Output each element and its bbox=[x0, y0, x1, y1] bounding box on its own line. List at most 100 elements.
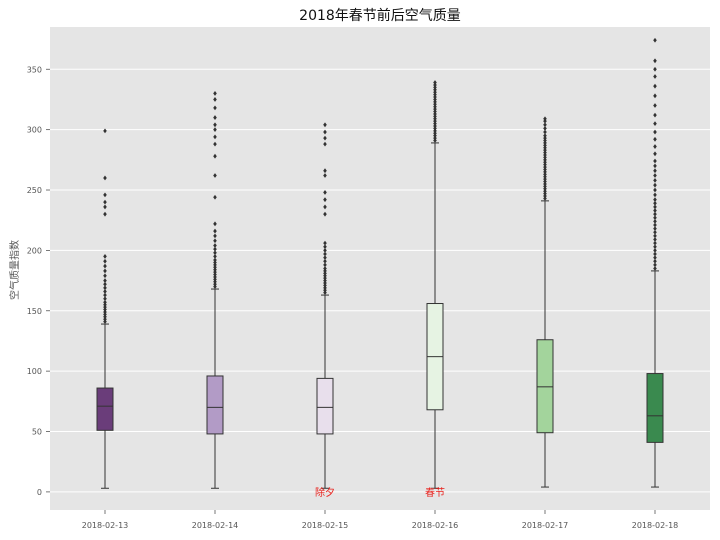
outlier-point bbox=[653, 211, 657, 217]
outlier-point bbox=[653, 200, 657, 206]
outlier-point bbox=[653, 66, 657, 72]
outlier-point bbox=[653, 177, 657, 183]
box-body bbox=[96, 387, 114, 431]
outlier-point bbox=[653, 168, 657, 174]
outlier-point bbox=[543, 164, 547, 170]
outlier-point bbox=[213, 267, 217, 273]
outlier-point bbox=[103, 273, 107, 279]
outlier-point bbox=[433, 109, 437, 114]
outlier-point bbox=[433, 92, 437, 98]
outlier-point bbox=[653, 74, 657, 79]
outlier-point bbox=[323, 122, 327, 128]
x-tick-label-2018-02-14: 2018-02-14 bbox=[192, 521, 239, 530]
outlier-point bbox=[103, 263, 107, 269]
outlier-point bbox=[323, 190, 327, 195]
outlier-point bbox=[653, 222, 657, 228]
outlier-point bbox=[213, 134, 217, 140]
outlier-point bbox=[653, 151, 657, 157]
outlier-point bbox=[543, 118, 547, 124]
outlier-point bbox=[653, 197, 657, 203]
outlier-point bbox=[543, 162, 547, 168]
outlier-point bbox=[653, 215, 657, 221]
outlier-point bbox=[433, 121, 437, 126]
x-tick-label-2018-02-18: 2018-02-18 bbox=[632, 521, 679, 530]
outlier-point bbox=[653, 208, 657, 213]
outlier-point bbox=[653, 237, 657, 242]
outlier-point bbox=[543, 179, 547, 184]
outlier-point bbox=[653, 187, 657, 193]
outlier-point bbox=[433, 87, 437, 93]
y-tick-label-350: 350 bbox=[27, 65, 42, 74]
outlier-point bbox=[543, 159, 547, 165]
outlier-point bbox=[433, 106, 437, 112]
outlier-point bbox=[653, 58, 657, 64]
outlier-point bbox=[213, 115, 217, 120]
outlier-point bbox=[543, 171, 547, 177]
outlier-point bbox=[213, 272, 217, 277]
outlier-point bbox=[213, 153, 217, 159]
box-2018-02-14 bbox=[206, 91, 224, 489]
outlier-point bbox=[543, 152, 547, 158]
outlier-point bbox=[213, 269, 217, 275]
outlier-point bbox=[323, 283, 327, 288]
outlier-point bbox=[103, 289, 107, 294]
outlier-point bbox=[213, 250, 217, 256]
x-tick-label-2018-02-13: 2018-02-13 bbox=[82, 521, 129, 530]
outlier-point bbox=[433, 97, 437, 102]
x-tick-label-2018-02-17: 2018-02-17 bbox=[522, 521, 569, 530]
outlier-point bbox=[103, 319, 107, 325]
outlier-point bbox=[543, 176, 547, 182]
outlier-point bbox=[103, 304, 107, 310]
outlier-point bbox=[103, 292, 107, 298]
chart-title: 2018年春节前后空气质量 bbox=[299, 7, 461, 24]
box-2018-02-13 bbox=[96, 128, 114, 489]
outlier-point bbox=[213, 91, 217, 96]
outlier-point bbox=[653, 266, 657, 271]
outlier-point bbox=[213, 127, 217, 133]
outlier-point bbox=[543, 126, 547, 131]
outlier-point bbox=[213, 122, 217, 128]
outlier-point bbox=[213, 260, 217, 265]
outlier-point bbox=[323, 262, 327, 268]
outlier-point bbox=[543, 135, 547, 141]
outlier-point bbox=[103, 268, 107, 274]
outlier-point bbox=[323, 280, 327, 286]
outlier-point bbox=[323, 141, 327, 147]
outlier-point bbox=[323, 135, 327, 141]
outlier-point bbox=[543, 140, 547, 146]
y-axis: 0 50 100 150 200 250 300 350 bbox=[27, 65, 50, 497]
outlier-point bbox=[103, 204, 107, 210]
x-tick-label-2018-02-15: 2018-02-15 bbox=[302, 521, 349, 530]
y-tick-label-0: 0 bbox=[37, 488, 42, 497]
outlier-point bbox=[213, 257, 217, 263]
outlier-point bbox=[103, 175, 107, 181]
boxes bbox=[96, 37, 664, 489]
outlier-point bbox=[103, 302, 107, 308]
outlier-point bbox=[543, 138, 547, 143]
outlier-point bbox=[103, 296, 107, 302]
outlier-point bbox=[653, 83, 657, 89]
outlier-point bbox=[543, 169, 547, 175]
outlier-point bbox=[323, 287, 327, 293]
outlier-point bbox=[543, 142, 547, 148]
outlier-point bbox=[543, 193, 547, 199]
outlier-point bbox=[653, 244, 657, 250]
outlier-point bbox=[543, 181, 547, 187]
outlier-point bbox=[213, 279, 217, 285]
outlier-point bbox=[543, 191, 547, 197]
outlier-point bbox=[213, 246, 217, 252]
outlier-point bbox=[323, 204, 327, 210]
y-axis-label: 空气质量指数 bbox=[8, 240, 21, 300]
outlier-point bbox=[213, 141, 217, 147]
outlier-point bbox=[213, 284, 217, 290]
outlier-point bbox=[433, 101, 437, 107]
outlier-point bbox=[433, 104, 437, 110]
x-axis: 2018-02-13 2018-02-14 2018-02-15 2018-02-16… bbox=[82, 510, 679, 530]
plot-area bbox=[50, 27, 710, 510]
outlier-point bbox=[213, 97, 217, 102]
outlier-point bbox=[323, 168, 327, 174]
outlier-point bbox=[433, 130, 437, 136]
outlier-point bbox=[323, 240, 327, 246]
outlier-point bbox=[213, 281, 217, 287]
outlier-point bbox=[543, 133, 547, 139]
